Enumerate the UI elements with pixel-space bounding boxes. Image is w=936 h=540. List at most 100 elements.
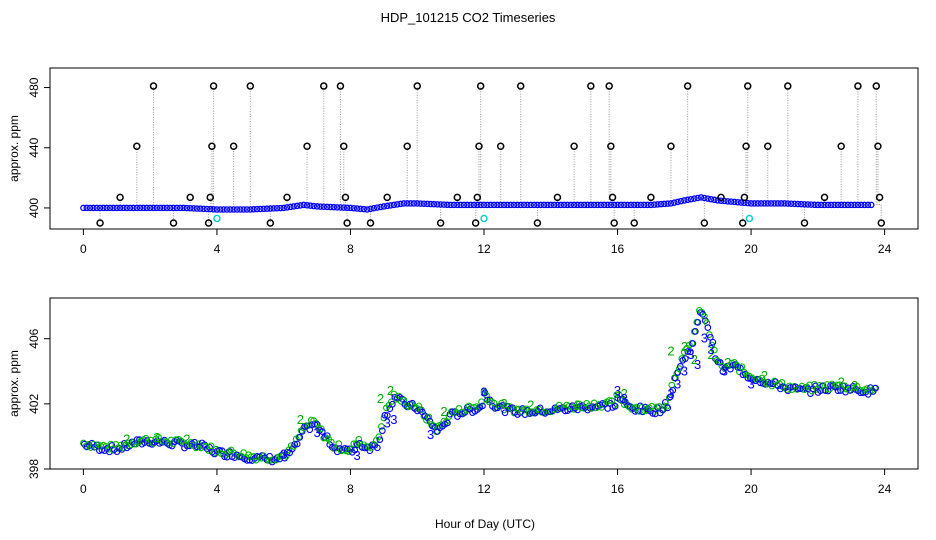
- top-baseline-point: [837, 201, 845, 209]
- top-baseline-point: [564, 201, 571, 209]
- bottom-label-3-point: 3: [747, 376, 754, 391]
- top-outlier-point: [206, 193, 214, 202]
- top-outlier-point: [683, 82, 692, 90]
- top-outlier-point: [133, 142, 141, 150]
- bottom-label-2-point: 2: [681, 339, 688, 354]
- top-baseline-point: [460, 201, 468, 209]
- bottom-label-2-point: 2: [691, 352, 698, 367]
- top-baseline-point: [253, 205, 261, 213]
- bottom-blue-point: [501, 409, 509, 417]
- bottom-label-2-point: 2: [153, 430, 160, 445]
- top-baseline-point: [624, 201, 631, 209]
- bottom-green-point: [533, 406, 540, 413]
- top-baseline-point: [567, 201, 575, 209]
- top-baseline-point: [343, 204, 351, 212]
- top-outlier-point: [340, 142, 348, 150]
- top-baseline-point: [604, 201, 611, 209]
- top-baseline-point: [647, 201, 655, 209]
- top-baseline-point: [470, 201, 478, 209]
- bottom-blue-point: [694, 318, 702, 326]
- top-baseline-point: [841, 201, 848, 209]
- bottom-green-point: [673, 370, 681, 378]
- top-baseline-point: [524, 201, 531, 209]
- top-baseline-point: [237, 206, 244, 213]
- bottom-green-point: [207, 442, 215, 450]
- bottom-label-2-point: 2: [297, 412, 304, 427]
- top-baseline-point: [397, 200, 404, 208]
- top-baseline-point: [444, 201, 451, 209]
- top-baseline-point: [824, 201, 832, 209]
- top-baseline-point: [240, 206, 247, 213]
- bottom-green-point: [107, 440, 115, 448]
- bottom-blue-point: [373, 444, 381, 452]
- top-baseline-point: [303, 202, 311, 209]
- top-baseline-point: [423, 200, 431, 208]
- top-baseline-point: [330, 203, 338, 211]
- top-baseline-point: [801, 201, 808, 208]
- top-baseline-point: [737, 199, 745, 206]
- bottom-x-tick-label: 16: [611, 482, 625, 496]
- top-baseline-point: [126, 204, 134, 212]
- bottom-blue-point: [822, 387, 829, 395]
- bottom-green-point: [483, 392, 490, 399]
- bottom-blue-point: [479, 402, 486, 410]
- top-outlier-point: [800, 219, 809, 227]
- top-outlier-point: [116, 193, 124, 202]
- top-baseline-point: [504, 201, 511, 209]
- bottom-label-3-point: 3: [313, 425, 320, 440]
- top-baseline-point: [170, 204, 177, 212]
- top-baseline-point: [664, 200, 671, 207]
- top-baseline-point: [657, 200, 665, 208]
- top-baseline-point: [217, 206, 224, 213]
- top-baseline-point: [464, 201, 471, 209]
- top-baseline-point: [417, 200, 424, 207]
- top-baseline-point: [457, 201, 464, 209]
- top-baseline-point: [110, 204, 117, 212]
- top-baseline-point: [166, 204, 174, 212]
- top-baseline-point: [447, 201, 454, 209]
- top-baseline-point: [273, 204, 281, 212]
- bottom-blue-point: [381, 411, 389, 419]
- top-baseline-point: [233, 206, 241, 213]
- top-baseline-point: [136, 204, 144, 212]
- top-baseline-point: [327, 203, 334, 211]
- bottom-blue-point: [824, 387, 832, 395]
- top-baseline-point: [594, 201, 601, 209]
- top-baseline-point: [731, 198, 738, 206]
- top-baseline-point: [520, 201, 528, 209]
- top-outlier-point: [647, 193, 655, 202]
- top-baseline-point: [180, 204, 187, 212]
- bottom-label-3-point: 3: [707, 342, 714, 357]
- top-outlier-point: [516, 82, 525, 90]
- bottom-x-tick-label: 0: [80, 482, 87, 496]
- bottom-label-3-point: 3: [701, 331, 708, 346]
- top-baseline-point: [757, 200, 765, 207]
- bottom-label-2-point: 2: [838, 375, 845, 390]
- top-baseline-point: [176, 204, 184, 212]
- bottom-blue-point: [444, 419, 451, 427]
- top-outlier-point: [784, 82, 792, 90]
- top-baseline-point: [350, 204, 358, 212]
- top-baseline-point: [557, 201, 565, 209]
- top-baseline-point: [614, 201, 621, 209]
- top-baseline-point: [140, 204, 147, 212]
- top-baseline-point: [403, 200, 411, 207]
- bottom-blue-point: [226, 448, 233, 455]
- bottom-label-2-point: 2: [440, 404, 447, 419]
- bottom-label-2-point: 2: [123, 432, 130, 447]
- top-baseline-point: [831, 201, 838, 209]
- top-outlier-point: [837, 142, 845, 150]
- top-baseline-point: [747, 200, 755, 207]
- top-baseline-point: [490, 201, 498, 209]
- top-baseline-point: [123, 204, 131, 212]
- bottom-blue-point: [676, 362, 684, 370]
- bottom-label-3-point: 3: [687, 347, 694, 362]
- top-baseline-point: [610, 201, 618, 209]
- top-outlier-point: [283, 193, 291, 202]
- top-baseline-point: [373, 204, 381, 211]
- top-baseline-point: [183, 204, 191, 212]
- top-baseline-point: [767, 200, 775, 207]
- top-baseline-point: [797, 200, 805, 208]
- bottom-blue-point: [376, 436, 384, 444]
